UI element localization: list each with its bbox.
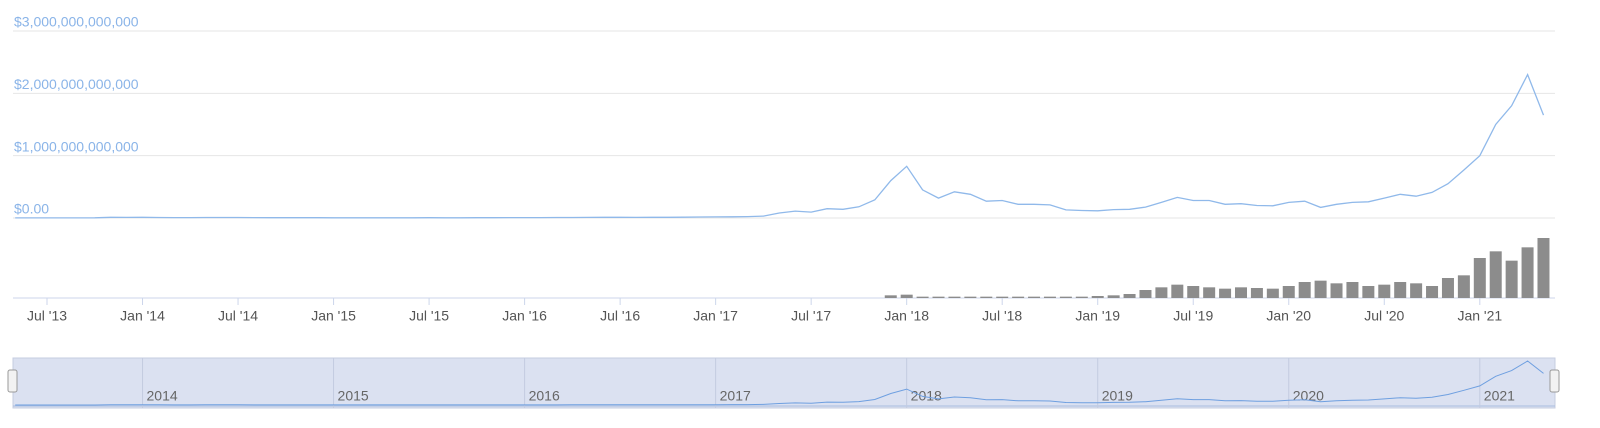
volume-bar: [1537, 238, 1550, 298]
volume-bar: [948, 296, 961, 298]
x-tick-label: Jan '20: [1266, 308, 1311, 324]
volume-bar: [1298, 282, 1311, 298]
navigator-label: 2018: [911, 388, 942, 404]
x-tick-label: Jan '18: [884, 308, 929, 324]
volume-bar: [932, 296, 945, 298]
navigator-label: 2019: [1102, 388, 1133, 404]
volume-bar: [1012, 296, 1025, 298]
y-tick-label: $1,000,000,000,000: [14, 138, 139, 154]
volume-bar: [1043, 296, 1056, 298]
volume-bar: [1139, 290, 1152, 298]
volume-bar: [1155, 287, 1168, 298]
volume-bar: [964, 296, 977, 298]
volume-bar: [1075, 296, 1088, 298]
navigator-label: 2021: [1484, 388, 1515, 404]
volume-bar: [1489, 251, 1502, 298]
volume-bar: [1171, 284, 1184, 298]
volume-bar: [1457, 275, 1470, 298]
navigator-handle[interactable]: [7, 369, 18, 393]
volume-bar: [1091, 296, 1104, 298]
volume-bar: [1330, 283, 1343, 298]
volume-bar: [980, 296, 993, 298]
volume-bar: [1028, 296, 1041, 298]
x-tick-label: Jul '20: [1364, 308, 1404, 324]
volume-bar: [1203, 287, 1216, 298]
volume-bar: [900, 294, 913, 298]
volume-bar: [1107, 295, 1120, 298]
x-tick-label: Jan '14: [120, 308, 165, 324]
volume-bar: [996, 296, 1009, 298]
volume-bar: [1362, 286, 1375, 298]
volume-bar: [1394, 282, 1407, 298]
volume-bar: [1314, 280, 1327, 298]
y-tick-label: $3,000,000,000,000: [14, 14, 139, 30]
volume-bar: [1059, 296, 1072, 298]
navigator-line: [15, 360, 1544, 406]
volume-bar: [1410, 283, 1423, 298]
y-tick-label: $0.00: [14, 201, 49, 217]
navigator-label: 2017: [720, 388, 751, 404]
market-cap-line: [15, 73, 1545, 219]
volume-bar: [1123, 294, 1136, 298]
volume-bar: [884, 295, 897, 298]
navigator-handle[interactable]: [1549, 369, 1560, 393]
x-tick-label: Jan '21: [1457, 308, 1502, 324]
x-tick-label: Jul '15: [409, 308, 449, 324]
navigator-label: 2015: [338, 388, 369, 404]
x-tick-label: Jul '17: [791, 308, 831, 324]
volume-bar: [1346, 282, 1359, 298]
volume-bar: [1378, 284, 1391, 298]
volume-bar: [1250, 288, 1263, 298]
volume-bar: [1266, 288, 1279, 298]
x-tick-label: Jan '17: [693, 308, 738, 324]
volume-bar: [1473, 258, 1486, 298]
x-tick-label: Jul '19: [1173, 308, 1213, 324]
x-tick-label: Jan '19: [1075, 308, 1120, 324]
volume-bar: [1505, 260, 1518, 298]
x-tick-label: Jul '18: [982, 308, 1022, 324]
volume-bar: [1187, 286, 1200, 298]
x-tick-label: Jan '16: [502, 308, 547, 324]
x-tick-label: Jul '14: [218, 308, 258, 324]
x-tick-label: Jul '16: [600, 308, 640, 324]
volume-bar: [1521, 247, 1534, 298]
navigator-label: 2016: [529, 388, 560, 404]
volume-bar: [1441, 278, 1454, 298]
volume-bar: [1282, 286, 1295, 298]
volume-bar: [1426, 286, 1439, 298]
volume-bar: [916, 296, 929, 298]
x-tick-label: Jul '13: [27, 308, 67, 324]
volume-bar: [1219, 288, 1232, 298]
volume-bar: [1235, 287, 1247, 298]
y-tick-label: $2,000,000,000,000: [14, 76, 139, 92]
navigator-label: 2014: [147, 388, 178, 404]
x-tick-label: Jan '15: [311, 308, 356, 324]
